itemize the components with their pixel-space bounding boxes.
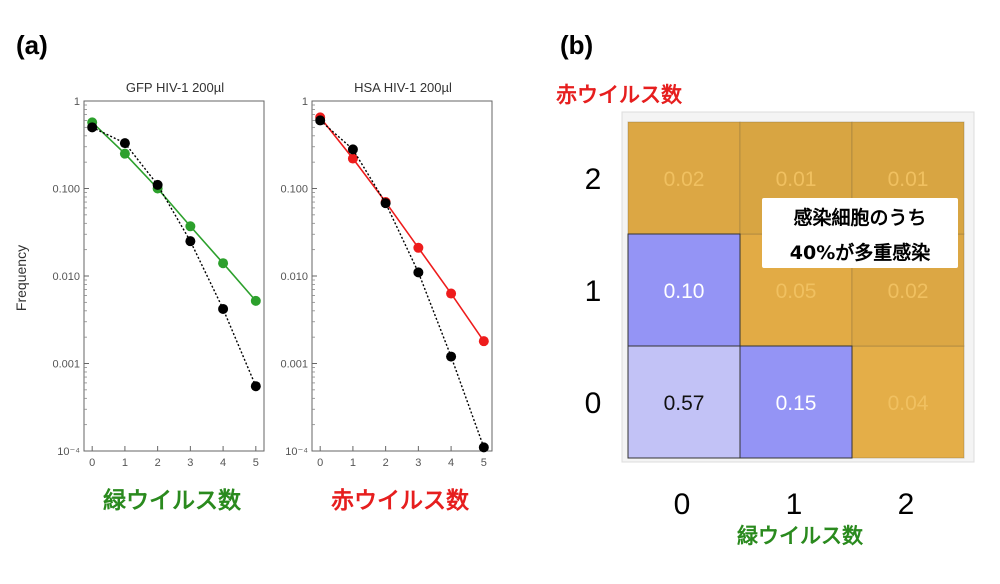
heatmap-cell-value: 0.02 — [888, 280, 929, 303]
x-tick-label: 1 — [350, 457, 356, 469]
data-point — [185, 236, 196, 247]
heatmap-cell-border — [739, 345, 853, 459]
plot-gfp-frame — [83, 100, 265, 452]
x-tick-label: 4 — [448, 457, 454, 469]
plot-hsa-xlabel: 赤ウイルス数 — [331, 488, 470, 514]
heatmap-x-tick: 0 — [674, 488, 691, 521]
series-line — [91, 121, 257, 302]
heatmap-cell-value: 0.01 — [888, 168, 929, 191]
plot-hsa: HSA HIV-1 200µl 1 0.100 0.010 0.001 10⁻⁴ 0 1 2 3… — [280, 80, 493, 514]
panel-a-label: (a) — [16, 30, 48, 60]
x-tick-label: 5 — [253, 457, 259, 469]
heatmap-y-tick: 0 — [585, 387, 602, 420]
series-line — [319, 119, 485, 448]
data-point — [185, 221, 196, 232]
plot-hsa-title: HSA HIV-1 200µl — [354, 80, 452, 95]
y-tick-label: 1 — [74, 96, 80, 108]
data-point — [446, 351, 457, 362]
x-tick-label: 5 — [481, 457, 487, 469]
x-tick-label: 0 — [89, 457, 95, 469]
y-tick-label: 0.001 — [52, 359, 80, 371]
annotation-box — [762, 198, 958, 268]
y-axis-label: Frequency — [13, 245, 29, 311]
heatmap-cell-value: 0.01 — [776, 168, 817, 191]
data-point — [87, 122, 98, 133]
plot-gfp-xlabel: 緑ウイルス数 — [103, 487, 242, 514]
y-tick-label: 0.100 — [280, 184, 308, 196]
y-tick-label: 0.010 — [52, 271, 80, 283]
data-point — [218, 258, 229, 269]
data-point — [152, 179, 163, 190]
series-line — [91, 126, 257, 387]
heatmap-cell-value: 0.04 — [888, 392, 929, 415]
heatmap-x-tick: 2 — [898, 488, 915, 521]
plot-gfp: GFP HIV-1 200µl 1 0.100 0.010 0.001 10⁻⁴ 0 1 2 3… — [13, 80, 265, 514]
x-tick-label: 3 — [415, 457, 421, 469]
heatmap-cell-value: 0.05 — [776, 280, 817, 303]
y-tick-label: 10⁻⁴ — [285, 446, 308, 458]
heatmap-x-tick: 1 — [786, 488, 803, 521]
heatmap-cell — [627, 121, 741, 235]
x-tick-label: 3 — [187, 457, 193, 469]
data-point — [250, 295, 261, 306]
heatmap-cell — [739, 345, 853, 459]
plot-hsa-frame — [311, 100, 493, 452]
data-point — [315, 115, 326, 126]
data-point — [478, 442, 489, 453]
data-point — [347, 153, 358, 164]
y-tick-label: 0.010 — [280, 271, 308, 283]
annotation-line-1: 感染細胞のうち — [793, 206, 926, 229]
heatmap-cell-value: 0.57 — [664, 392, 705, 415]
heatmap-y-title: 赤ウイルス数 — [556, 83, 683, 107]
heatmap-cell — [627, 233, 741, 347]
data-point — [380, 198, 391, 209]
annotation-line-2: 40%が多重感染 — [790, 241, 930, 264]
data-point — [119, 138, 130, 149]
x-tick-label: 2 — [383, 457, 389, 469]
data-point — [413, 242, 424, 253]
heatmap-cell-value: 0.15 — [776, 392, 817, 415]
x-tick-label: 4 — [220, 457, 226, 469]
heatmap-x-title: 緑ウイルス数 — [737, 524, 864, 548]
series-line — [319, 116, 485, 342]
y-tick-label: 10⁻⁴ — [57, 446, 80, 458]
data-point — [347, 144, 358, 155]
data-point — [446, 288, 457, 299]
panel-b-label: (b) — [560, 30, 593, 60]
data-point — [218, 303, 229, 314]
data-point — [413, 267, 424, 278]
data-point — [250, 381, 261, 392]
y-tick-label: 0.100 — [52, 184, 80, 196]
heatmap-cell-border — [627, 233, 741, 347]
x-tick-label: 1 — [122, 457, 128, 469]
heatmap-y-tick: 2 — [585, 163, 602, 196]
y-tick-label: 0.001 — [280, 359, 308, 371]
x-tick-label: 2 — [155, 457, 161, 469]
heatmap-y-tick: 1 — [585, 275, 602, 308]
plot-gfp-title: GFP HIV-1 200µl — [126, 80, 224, 95]
data-point — [478, 336, 489, 347]
x-tick-label: 0 — [317, 457, 323, 469]
heatmap-panel: 赤ウイルス数 0.57 0.15 0.04 0.10 0.05 0.02 0.02 0.01 0… — [556, 83, 975, 548]
heatmap-cell-value: 0.02 — [664, 168, 705, 191]
heatmap-cell-value: 0.10 — [664, 280, 705, 303]
y-tick-label: 1 — [302, 96, 308, 108]
data-point — [119, 148, 130, 159]
